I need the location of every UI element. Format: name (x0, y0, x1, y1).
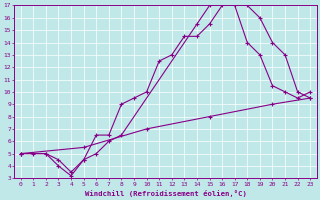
X-axis label: Windchill (Refroidissement éolien,°C): Windchill (Refroidissement éolien,°C) (84, 190, 246, 197)
